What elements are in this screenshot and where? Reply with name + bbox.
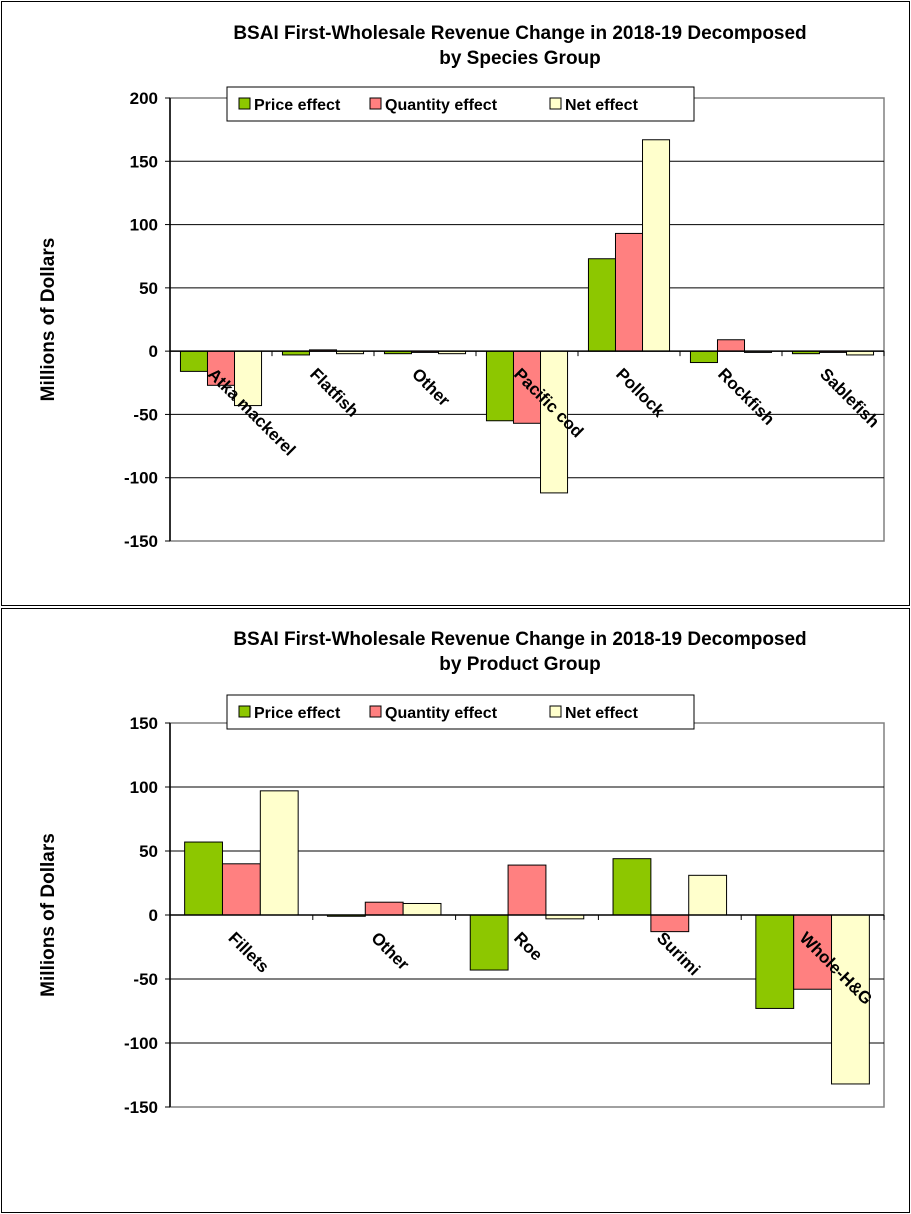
bar-price-effect (470, 915, 508, 970)
y-tick-label: 100 (130, 778, 158, 797)
bar-quantity-effect (508, 865, 546, 915)
legend-label-net-effect: Net effect (565, 705, 639, 722)
y-axis-title: Millions of Dollars (38, 833, 59, 997)
bar-price-effect (690, 351, 717, 362)
bar-price-effect (613, 859, 651, 915)
bar-price-effect (588, 259, 615, 351)
y-tick-label: 100 (130, 216, 158, 235)
legend-swatch-quantity-effect (370, 98, 381, 109)
legend-swatch-quantity-effect (370, 706, 381, 717)
bar-net-effect (260, 791, 298, 915)
bar-quantity-effect (615, 233, 642, 351)
y-tick-label: -100 (124, 1034, 158, 1053)
plot-area (170, 98, 884, 541)
product-group-chart: BSAI First-Wholesale Revenue Change in 2… (2, 609, 911, 1214)
y-tick-label: -150 (124, 532, 158, 551)
bar-price-effect (756, 915, 794, 1008)
chart-title-line: BSAI First-Wholesale Revenue Change in 2… (233, 629, 806, 650)
legend-swatch-net-effect (550, 98, 561, 109)
species-group-chart: BSAI First-Wholesale Revenue Change in 2… (2, 2, 911, 607)
bar-net-effect (689, 875, 727, 915)
bar-net-effect (403, 903, 441, 915)
species-chart-panel: BSAI First-Wholesale Revenue Change in 2… (1, 1, 910, 606)
bar-net-effect (643, 140, 670, 351)
legend-label-price-effect: Price effect (254, 705, 341, 722)
y-tick-label: -50 (133, 405, 158, 424)
legend-swatch-price-effect (239, 98, 250, 109)
bar-quantity-effect (651, 915, 689, 932)
y-tick-label: 150 (130, 714, 158, 733)
y-tick-label: -100 (124, 469, 158, 488)
y-tick-label: 50 (139, 842, 158, 861)
bar-price-effect (486, 351, 513, 421)
bar-price-effect (180, 351, 207, 371)
legend-label-price-effect: Price effect (254, 97, 341, 114)
bar-quantity-effect (717, 340, 744, 351)
bar-price-effect (185, 842, 223, 915)
y-tick-label: 0 (149, 906, 158, 925)
chart-title-line: by Product Group (439, 654, 601, 675)
legend-label-quantity-effect: Quantity effect (385, 705, 498, 722)
legend-swatch-net-effect (550, 706, 561, 717)
chart-title-line: BSAI First-Wholesale Revenue Change in 2… (233, 23, 806, 44)
bar-quantity-effect (365, 902, 403, 915)
product-chart-panel: BSAI First-Wholesale Revenue Change in 2… (1, 608, 910, 1213)
y-tick-label: 200 (130, 89, 158, 108)
y-tick-label: 0 (149, 342, 158, 361)
bar-quantity-effect (222, 864, 260, 915)
y-tick-label: -50 (133, 970, 158, 989)
y-tick-label: 150 (130, 152, 158, 171)
y-tick-label: -150 (124, 1098, 158, 1117)
legend-swatch-price-effect (239, 706, 250, 717)
legend-label-net-effect: Net effect (565, 97, 639, 114)
legend-label-quantity-effect: Quantity effect (385, 97, 498, 114)
y-tick-label: 50 (139, 279, 158, 298)
y-axis-title: Millions of Dollars (38, 238, 59, 402)
chart-title-line: by Species Group (439, 48, 601, 69)
